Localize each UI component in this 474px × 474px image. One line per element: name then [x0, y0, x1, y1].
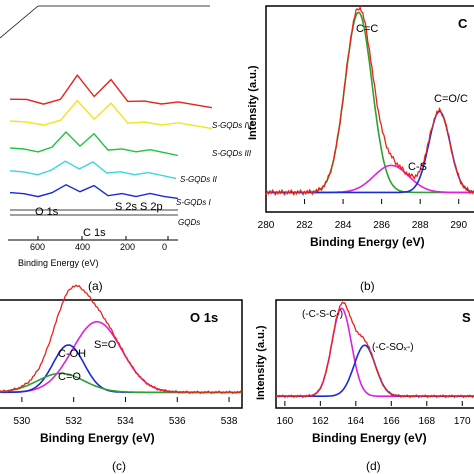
- tick-label: 534: [117, 416, 134, 427]
- tick-label: 290: [450, 220, 467, 231]
- panel-a-series-line: [9, 184, 179, 200]
- component-curve: [266, 164, 474, 194]
- panel-b-ylabel: Intensity (a.u.): [247, 65, 259, 140]
- panel-a-x-axis: [8, 236, 178, 241]
- caption-c: (c): [112, 459, 126, 473]
- panel-b-peak-label: C=C: [356, 23, 378, 35]
- panel-c: 530 532 534 536 538 O 1s Binding Energy (eV)…: [0, 284, 243, 473]
- panel-b-xlabel: Binding Energy (eV): [310, 235, 425, 249]
- panel-a-series-line: [9, 130, 179, 157]
- tick-label: 288: [412, 220, 429, 231]
- panel-a-3d-frame: [0, 5, 210, 216]
- panel-d-frame: [275, 299, 474, 409]
- tick-label: 160: [277, 416, 294, 427]
- panel-a-peak-label: O 1s: [35, 206, 59, 218]
- tick-label: 532: [65, 416, 82, 427]
- panel-d-peak-label: (-C-SOₓ-): [372, 342, 414, 353]
- panel-a-tick-label: 400: [75, 242, 90, 252]
- panel-a-tick-label: 600: [30, 242, 45, 252]
- panel-c-frame: [0, 299, 243, 409]
- panel-d: 160 162 164 166 168 170 S Intensity (a.u.) Bi…: [255, 299, 474, 473]
- panel-a-legend-label: S-GQDs I: [176, 198, 211, 207]
- panel-a-tick-label: 200: [120, 242, 135, 252]
- panel-a-legend-label: S-GQDs IV: [212, 121, 253, 130]
- panel-b-peak-label: C-S: [408, 161, 427, 173]
- tick-label: 166: [383, 416, 400, 427]
- panel-c-peak-label: S=O: [94, 339, 117, 351]
- tick-label: 538: [221, 416, 238, 427]
- raw-data-curve: [275, 301, 474, 399]
- panel-a-legend-label: S-GQDs III: [212, 149, 252, 158]
- panel-b: 2802822842862882902 C Intensity (a.u.) B…: [247, 5, 474, 293]
- panel-a-legend-label: S-GQDs II: [180, 175, 218, 184]
- panel-a-legend-label: GQDs: [178, 218, 200, 227]
- panel-a-peak-label: S 2p: [140, 201, 163, 213]
- panel-b-title: C: [458, 16, 468, 31]
- panel-d-ylabel: Intensity (a.u.): [255, 325, 267, 400]
- panel-a-series-line: [9, 160, 177, 180]
- panel-a-series-line: [9, 99, 213, 130]
- tick-label: 162: [312, 416, 329, 427]
- panel-c-xlabel: Binding Energy (eV): [40, 431, 155, 445]
- panel-c-peak-label: C=O: [58, 371, 81, 383]
- component-curve: [0, 344, 242, 394]
- tick-label: 164: [347, 416, 364, 427]
- tick-label: 282: [296, 220, 313, 231]
- panel-a-xlabel: Binding Energy (eV): [18, 258, 99, 268]
- panel-c-title: O 1s: [190, 310, 218, 325]
- raw-data-curve: [265, 5, 474, 197]
- caption-d: (d): [366, 459, 381, 473]
- panel-a-tick-label: 0: [162, 242, 167, 252]
- panel-a-peak-label: S 2s: [115, 201, 138, 213]
- panel-b-peak-label: C=O/C: [434, 93, 468, 105]
- tick-label: 530: [14, 416, 31, 427]
- tick-label: 286: [373, 220, 390, 231]
- panel-b-frame: [265, 5, 474, 213]
- tick-label: 170: [454, 416, 471, 427]
- tick-label: 284: [335, 220, 352, 231]
- raw-data-curve: [0, 284, 243, 395]
- tick-label: 280: [258, 220, 275, 231]
- tick-label: 168: [418, 416, 435, 427]
- panel-a-peak-label: C 1s: [83, 227, 106, 239]
- panel-d-peak-label: (-C-S-C-): [302, 309, 343, 320]
- caption-b: (b): [360, 279, 375, 293]
- panel-a: Binding Energy (eV) 600 400 200 0 O 1s C…: [0, 5, 253, 293]
- panel-c-peak-label: C-OH: [58, 348, 86, 360]
- panel-d-title: S: [462, 310, 471, 325]
- panel-d-xlabel: Binding Energy (eV): [312, 431, 427, 445]
- panel-a-series-line: [9, 74, 213, 109]
- tick-label: 536: [169, 416, 186, 427]
- caption-a: (a): [88, 279, 103, 293]
